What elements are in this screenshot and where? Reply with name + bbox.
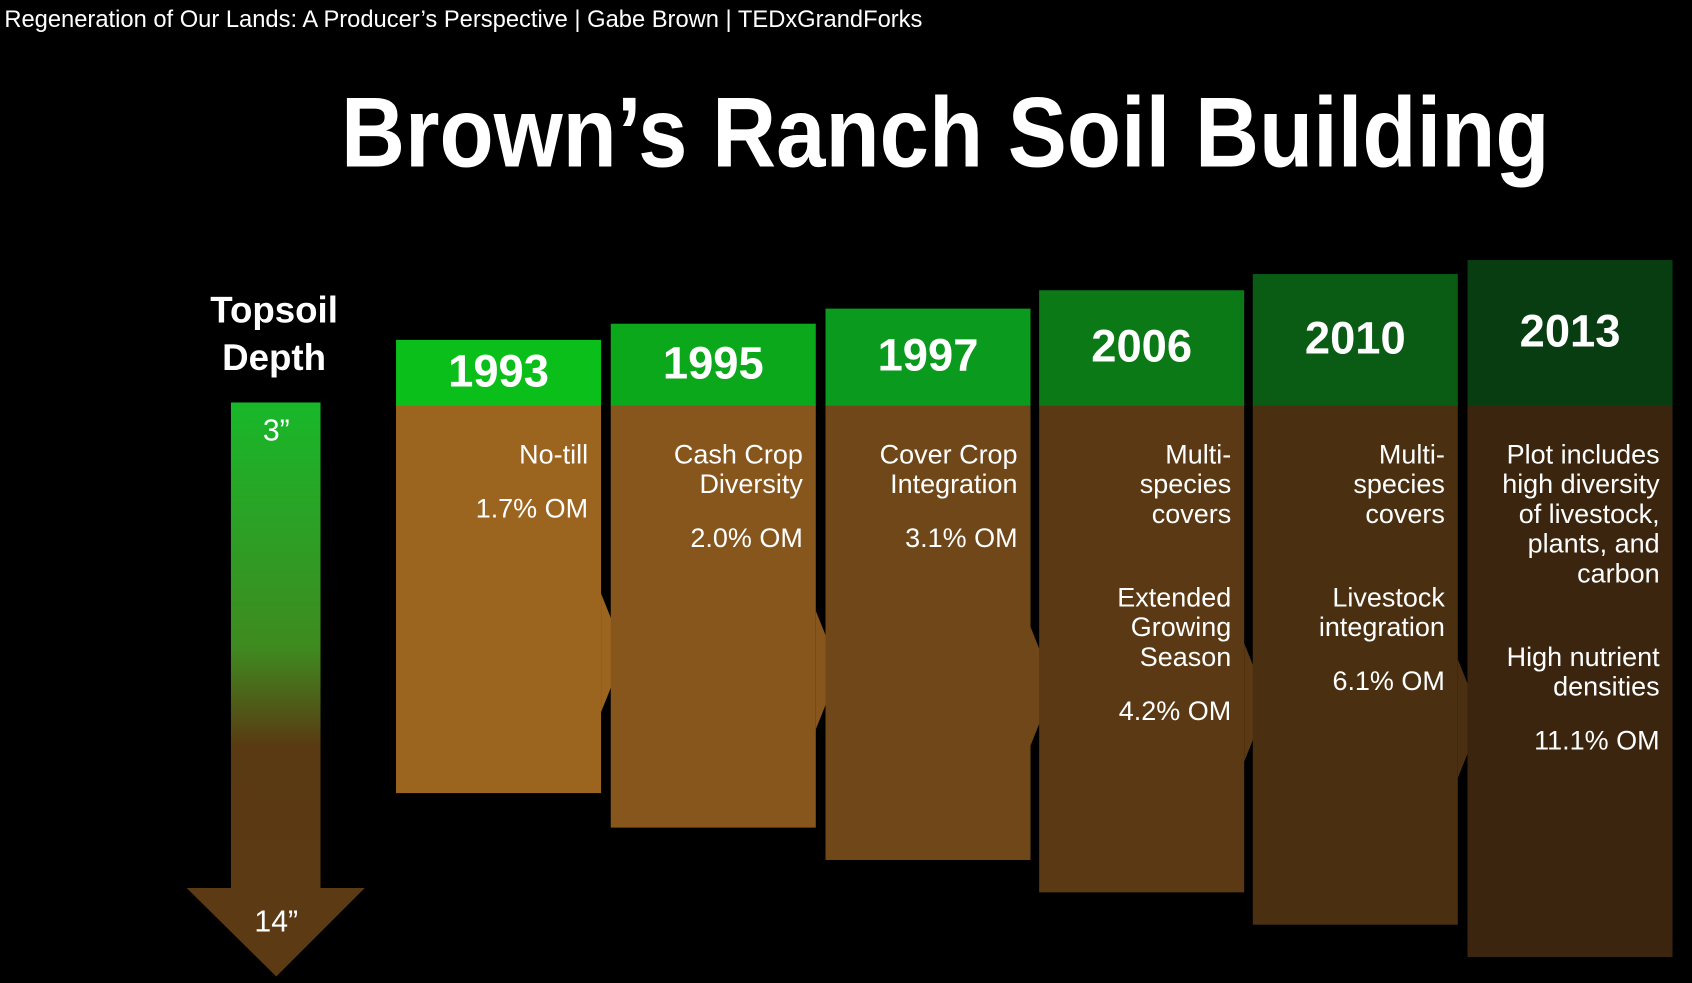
column-note: Cover Crop [880,440,1018,470]
column-note: Cash Crop [674,440,803,470]
column-note: species [1140,469,1231,499]
column-note: high diversity [1502,469,1660,499]
column-note: Growing [1131,612,1231,642]
column-note: covers [1365,499,1444,529]
column-year: 1993 [448,345,549,396]
column-header [1039,290,1245,406]
column-year: 2006 [1091,321,1192,372]
depth-arrow-shaft [230,402,321,894]
column-note: High nutrient [1507,642,1660,672]
column-year: 2010 [1305,312,1406,363]
column-header [1252,274,1458,406]
column-om: 4.2% OM [1119,696,1231,726]
column-note: densities [1553,672,1659,702]
column-note: of livestock, [1519,499,1660,529]
column-note: Integration [890,469,1017,499]
depth-bottom: 14” [254,906,298,939]
video-title[interactable]: Regeneration of Our Lands: A Producer’s … [4,7,922,33]
column-note: integration [1319,612,1445,642]
column-note: Season [1140,642,1231,672]
column-note: Multi- [1165,440,1231,470]
column-om: 6.1% OM [1332,666,1444,696]
column-om: 2.0% OM [690,523,802,553]
column-body [1252,404,1458,925]
column-note: Multi- [1379,440,1445,470]
column-om: 3.1% OM [905,523,1017,553]
column-header [610,323,816,406]
column-note: Diversity [699,469,803,499]
column-note: Extended [1117,583,1231,613]
column-header [825,308,1031,406]
slide-title: Brown’s Ranch Soil Building [341,77,1550,188]
column-body [610,404,816,828]
column-note: carbon [1577,558,1659,588]
column-body [1467,404,1673,958]
column-header [396,339,602,406]
depth-top: 3” [263,415,290,448]
column-note: No-till [519,440,588,470]
depth-label: Depth [222,337,326,378]
column-om: 1.7% OM [476,494,588,524]
depth-label: Topsoil [210,290,338,331]
column-note: covers [1152,499,1231,529]
column-note: plants, and [1528,529,1660,559]
column-note: Plot includes [1507,440,1660,470]
depth-arrow-head [186,888,365,977]
column-note: species [1353,469,1444,499]
column-body [396,404,602,794]
column-year: 1995 [663,337,764,388]
column-om: 11.1% OM [1534,726,1659,756]
column-body [1039,404,1245,893]
column-note: Livestock [1332,583,1445,613]
column-header [1467,260,1673,406]
column-body [825,404,1031,860]
column-year: 2013 [1520,305,1621,356]
column-year: 1997 [878,330,979,381]
